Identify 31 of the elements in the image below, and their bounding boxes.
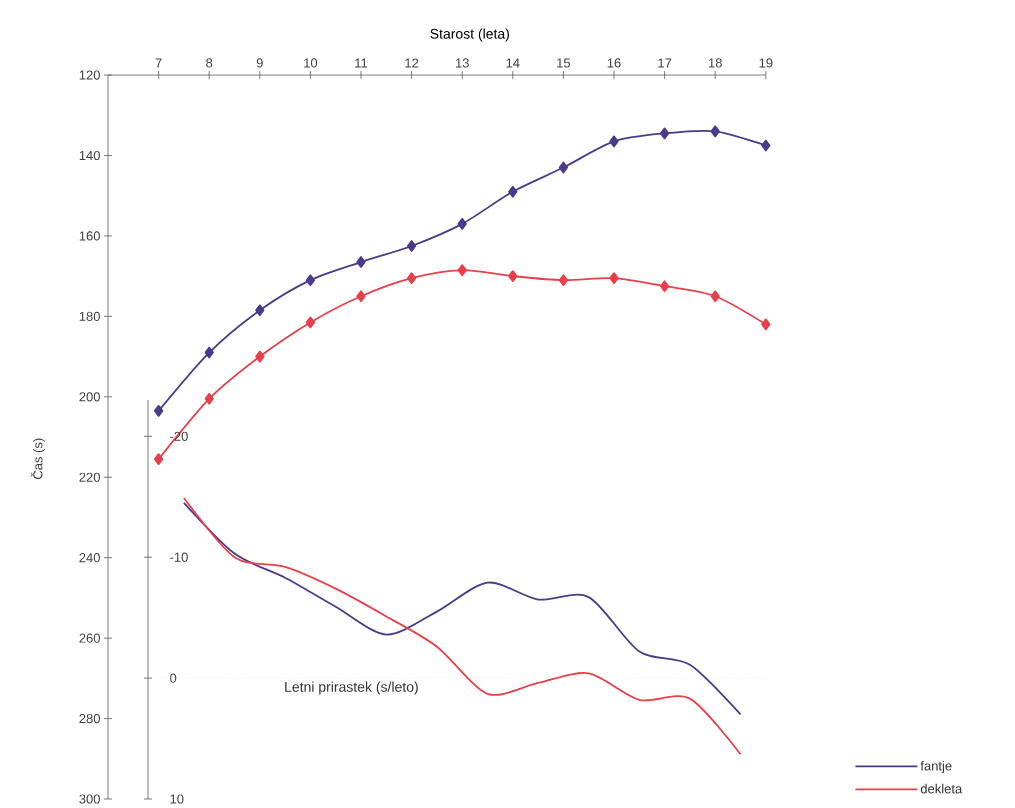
y2-axis-title: Letni prirastek (s/leto): [285, 681, 418, 695]
legend-label: fantje: [920, 760, 952, 774]
y-tick-label: 180: [79, 311, 100, 321]
y2-tick-label: 10: [170, 794, 184, 804]
x-tick-label: 18: [708, 58, 722, 68]
x-tick-label: 14: [506, 58, 520, 68]
y-tick-label: 160: [79, 231, 100, 241]
x-tick-label: 8: [206, 58, 213, 68]
x-axis-title: Starost (leta): [430, 28, 509, 42]
x-tick-label: 17: [658, 58, 672, 68]
y-tick-label: 140: [79, 150, 100, 161]
x-tick-label: 15: [557, 58, 571, 68]
y-axis-title: Čas (s): [30, 438, 46, 480]
x-tick-label: 19: [759, 58, 773, 68]
x-tick-label: 10: [304, 58, 318, 68]
x-tick-label: 7: [155, 58, 162, 68]
y-tick-label: 120: [79, 70, 100, 80]
y2-tick-label: 0: [170, 673, 177, 683]
y2-tick-label: -10: [170, 552, 188, 562]
y-tick-label: 220: [79, 472, 100, 482]
x-tick-label: 11: [355, 58, 368, 68]
y-tick-label: 300: [79, 794, 100, 804]
x-tick-label: 16: [607, 58, 621, 68]
x-tick-label: 12: [405, 58, 419, 68]
y-tick-label: 260: [79, 633, 100, 643]
y-tick-label: 240: [79, 553, 100, 563]
y-tick-label: 200: [79, 392, 100, 402]
x-tick-label: 13: [455, 58, 469, 68]
x-tick-label: 9: [256, 58, 263, 68]
legend-label: dekleta: [920, 783, 963, 794]
y-tick-label: 280: [79, 713, 100, 724]
